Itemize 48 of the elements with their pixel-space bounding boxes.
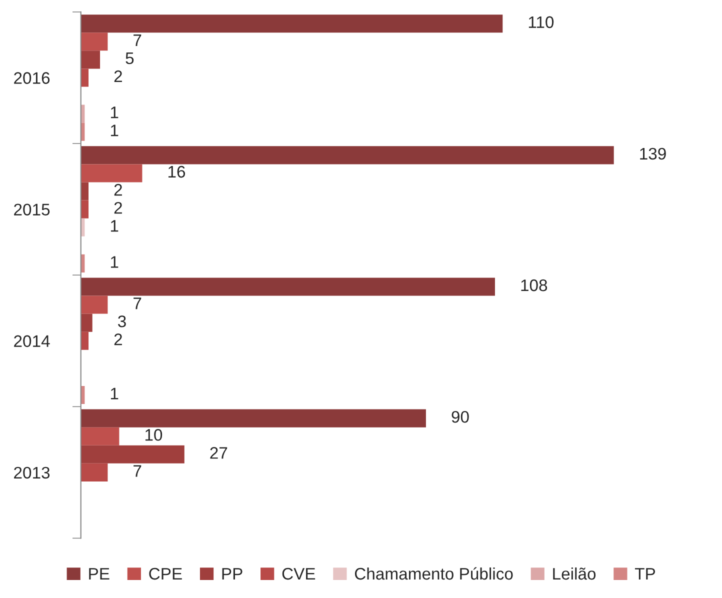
data-label: 5 — [126, 52, 134, 64]
data-label: 108 — [521, 279, 548, 292]
legend-label: CVE — [282, 568, 316, 580]
bar — [80, 427, 120, 446]
data-label: 1 — [110, 388, 118, 400]
y-tick-label: 2013 — [14, 466, 50, 479]
legend-label: PP — [222, 568, 242, 580]
legend-label: PE — [89, 568, 110, 580]
data-label: 7 — [134, 298, 142, 310]
y-tick-label: 2014 — [14, 335, 50, 348]
data-label: 27 — [210, 447, 228, 459]
y-tick-label: 2015 — [14, 204, 50, 216]
bar — [80, 182, 89, 200]
data-label: 1 — [110, 106, 118, 118]
data-label: 110 — [528, 16, 554, 28]
legend-label: CPE — [149, 568, 182, 580]
data-label: 1 — [110, 220, 118, 232]
data-label: 2 — [114, 202, 122, 214]
legend-label: Leilão — [553, 567, 596, 580]
bar — [80, 50, 100, 69]
y-tick-label: 2016 — [14, 72, 50, 84]
data-label: 16 — [168, 166, 186, 178]
data-label: 2 — [114, 334, 122, 346]
bar — [80, 146, 614, 164]
bar — [80, 278, 495, 296]
data-label: 10 — [145, 429, 162, 441]
data-label: 2 — [114, 70, 122, 82]
legend-label: TP — [634, 568, 656, 580]
data-label: 7 — [134, 34, 142, 46]
bar — [80, 332, 89, 350]
bar — [80, 409, 426, 428]
data-label: 90 — [452, 410, 469, 423]
bar — [80, 296, 108, 314]
legend-label: Chamamento Público — [354, 567, 513, 580]
bar — [80, 32, 108, 51]
data-label: 7 — [134, 465, 142, 477]
data-label: 139 — [640, 148, 666, 160]
bar — [80, 200, 89, 218]
data-label: 1 — [110, 256, 118, 268]
data-label: 2 — [114, 184, 122, 196]
bar — [80, 164, 142, 182]
bar — [80, 314, 92, 332]
bar — [80, 445, 184, 464]
bar — [80, 463, 108, 482]
data-label: 3 — [118, 315, 126, 328]
data-label: 1 — [110, 124, 118, 136]
bar — [80, 68, 89, 87]
bar — [80, 14, 503, 33]
